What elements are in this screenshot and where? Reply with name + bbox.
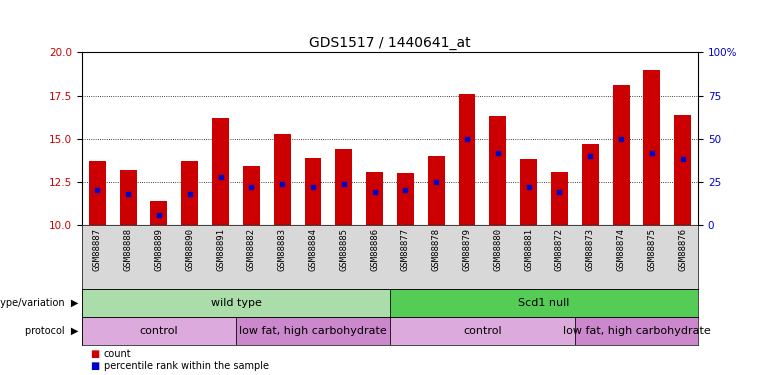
Text: GSM88890: GSM88890 <box>185 228 194 271</box>
Bar <box>119 170 136 225</box>
Text: Scd1 null: Scd1 null <box>519 298 569 308</box>
Bar <box>397 173 414 225</box>
Bar <box>575 317 698 345</box>
Text: percentile rank within the sample: percentile rank within the sample <box>104 361 269 371</box>
Text: GSM88887: GSM88887 <box>93 228 102 271</box>
Text: ■: ■ <box>90 361 99 371</box>
Text: control: control <box>140 326 179 336</box>
Text: GSM88873: GSM88873 <box>586 228 595 271</box>
Text: GSM88882: GSM88882 <box>246 228 256 271</box>
Bar <box>459 94 476 225</box>
Text: low fat, high carbohydrate: low fat, high carbohydrate <box>562 326 711 336</box>
Text: GSM88880: GSM88880 <box>493 228 502 271</box>
Bar <box>551 171 568 225</box>
Text: GSM88886: GSM88886 <box>370 228 379 271</box>
Bar <box>151 201 168 225</box>
Bar <box>582 144 599 225</box>
Bar <box>335 149 353 225</box>
Text: count: count <box>104 349 131 359</box>
Bar <box>390 317 575 345</box>
Bar <box>274 134 291 225</box>
Bar <box>181 161 198 225</box>
Text: GSM88883: GSM88883 <box>278 228 287 271</box>
Text: GSM88872: GSM88872 <box>555 228 564 271</box>
Text: GSM88891: GSM88891 <box>216 228 225 271</box>
Bar <box>236 317 390 345</box>
Bar <box>89 161 106 225</box>
Text: wild type: wild type <box>211 298 261 308</box>
Text: GSM88874: GSM88874 <box>616 228 626 271</box>
Text: GSM88881: GSM88881 <box>524 228 534 271</box>
Text: GSM88876: GSM88876 <box>678 228 687 271</box>
Text: control: control <box>463 326 502 336</box>
Bar <box>489 116 506 225</box>
Bar <box>82 317 236 345</box>
Text: GSM88885: GSM88885 <box>339 228 349 271</box>
Text: GSM88879: GSM88879 <box>463 228 472 271</box>
Bar <box>520 159 537 225</box>
Text: GSM88884: GSM88884 <box>308 228 317 271</box>
Bar <box>427 156 445 225</box>
Bar <box>390 289 698 317</box>
Text: GSM88877: GSM88877 <box>401 228 410 271</box>
Bar <box>82 289 390 317</box>
Text: low fat, high carbohydrate: low fat, high carbohydrate <box>239 326 387 336</box>
Title: GDS1517 / 1440641_at: GDS1517 / 1440641_at <box>309 36 471 50</box>
Bar <box>674 115 691 225</box>
Text: GSM88878: GSM88878 <box>431 228 441 271</box>
Text: GSM88875: GSM88875 <box>647 228 657 271</box>
Text: protocol  ▶: protocol ▶ <box>25 326 78 336</box>
Bar <box>243 166 260 225</box>
Bar <box>366 171 383 225</box>
Text: genotype/variation  ▶: genotype/variation ▶ <box>0 298 78 308</box>
Text: GSM88888: GSM88888 <box>123 228 133 271</box>
Bar <box>644 70 661 225</box>
Text: ■: ■ <box>90 349 99 359</box>
Bar <box>612 85 629 225</box>
Bar <box>212 118 229 225</box>
Bar <box>304 158 321 225</box>
Text: GSM88889: GSM88889 <box>154 228 164 271</box>
